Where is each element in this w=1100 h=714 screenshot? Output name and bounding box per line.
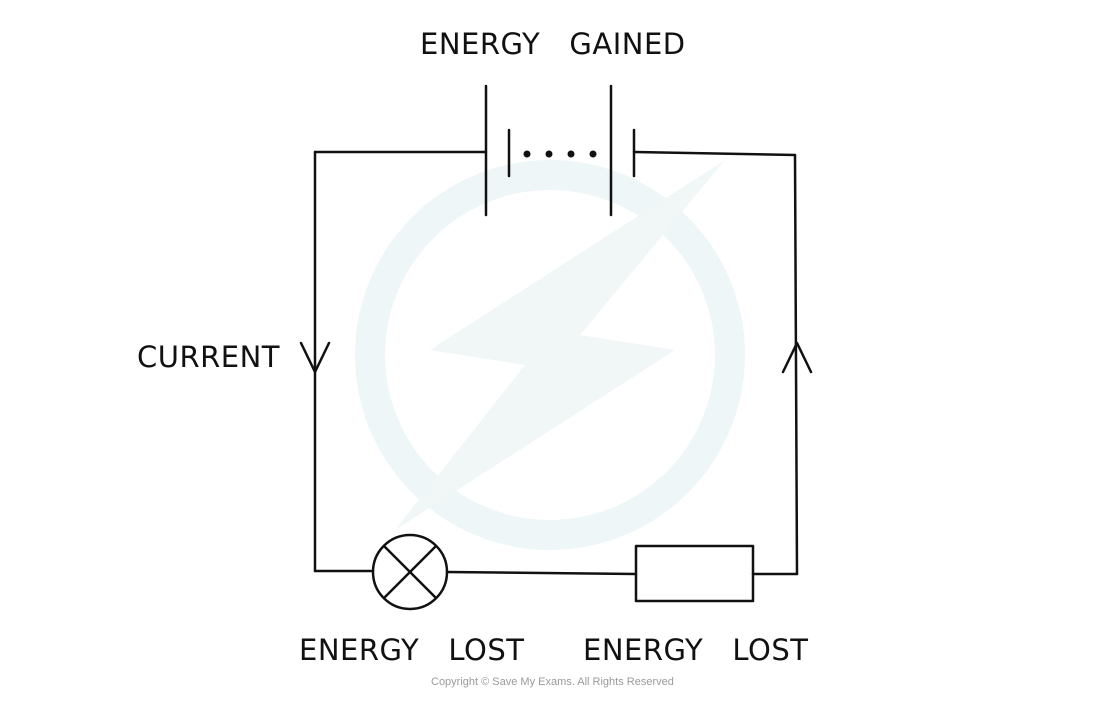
watermark-logo [355, 160, 745, 550]
wire-top-right [632, 150, 797, 157]
energy-lost-lamp-label: ENERGY LOST [299, 633, 525, 667]
energy-gained-label: ENERGY GAINED [420, 27, 686, 61]
energy-lost-resistor-label: ENERGY LOST [583, 633, 809, 667]
wire-right [793, 153, 799, 576]
wire-bottom-middle [445, 570, 638, 576]
watermark-ring [355, 160, 745, 550]
resistor-symbol [634, 544, 755, 603]
lamp-cross-2 [382, 544, 438, 600]
cell-dot [545, 150, 553, 158]
copyright-text: Copyright © Save My Exams. All Rights Re… [431, 676, 674, 688]
current-label: CURRENT [137, 340, 281, 374]
cell-dot [567, 150, 575, 158]
cell-dot [523, 150, 531, 158]
current-arrow-up-icon [781, 341, 813, 374]
lightning-bolt-icon [395, 160, 725, 530]
cell-dots [523, 150, 597, 158]
current-arrow-down-icon [299, 341, 331, 374]
cell-dot [589, 150, 597, 158]
